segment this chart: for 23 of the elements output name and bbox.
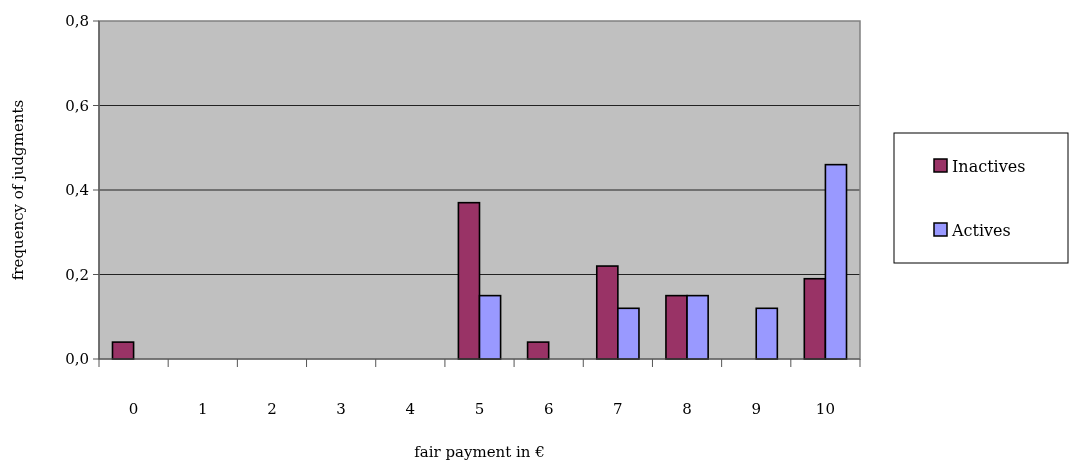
x-tick-label: 2 [267, 400, 277, 419]
x-tick-label: 6 [543, 400, 554, 419]
y-tick-label: 0,6 [65, 96, 89, 115]
y-tick-label: 0,4 [65, 181, 89, 200]
x-tick-label: 3 [336, 400, 346, 419]
x-tick-label: 0 [128, 400, 139, 419]
bar [526, 341, 550, 360]
x-tick-label: 8 [682, 400, 692, 419]
x-tick-label: 5 [474, 400, 485, 419]
bar [111, 341, 135, 360]
bar [755, 307, 779, 360]
x-tick-label: 1 [198, 400, 208, 419]
x-tick-label: 4 [405, 400, 416, 419]
y-tick-label: 0,2 [65, 265, 89, 284]
y-tick-label: 0,0 [65, 350, 89, 369]
y-axis-title: frequency of judgments [9, 99, 28, 281]
legend-label: Inactives [952, 156, 1026, 176]
x-tick-label: 10 [815, 400, 835, 419]
x-axis-title: fair payment in € [414, 443, 545, 462]
x-tick-label: 9 [751, 400, 761, 419]
legend-label: Actives [951, 220, 1011, 240]
y-tick-label: 0,8 [65, 12, 89, 31]
x-tick-label: 7 [613, 400, 623, 419]
